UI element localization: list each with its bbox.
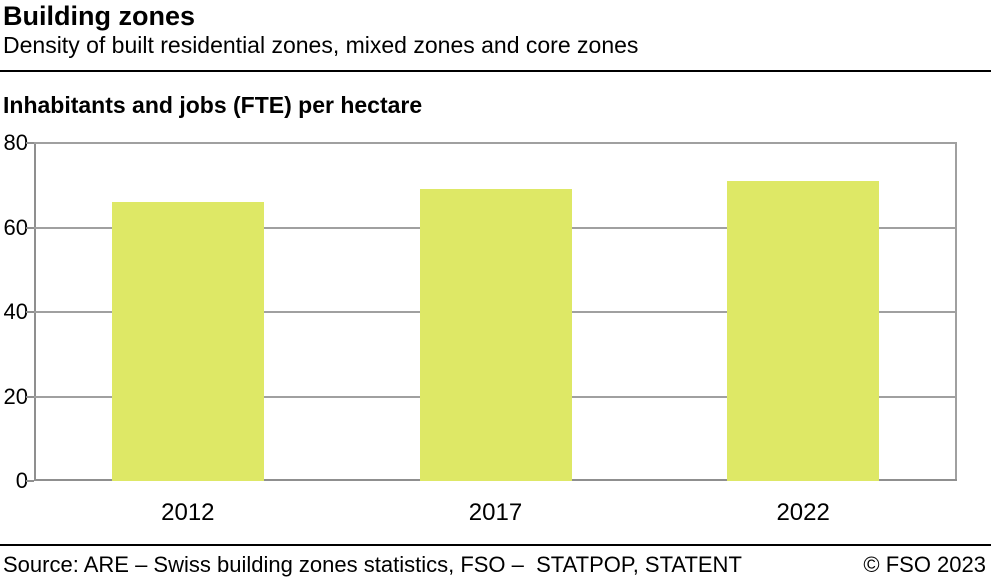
y-tick-0 <box>26 480 34 482</box>
y-tick-label-20: 20 <box>3 383 28 409</box>
page-title: Building zones <box>3 1 195 31</box>
x-tick-label-2012: 2012 <box>161 499 215 526</box>
y-axis-labels: 0 20 40 60 80 <box>0 132 28 492</box>
bar-2017 <box>419 189 572 481</box>
header-divider <box>0 70 991 72</box>
y-tick-60 <box>26 226 34 229</box>
y-tick-label-0: 0 <box>15 468 28 493</box>
chart-title: Inhabitants and jobs (FTE) per hectare <box>3 92 423 118</box>
y-tick-label-40: 40 <box>3 299 28 324</box>
y-tick-label-80: 80 <box>3 130 28 155</box>
bar-2022 <box>727 181 880 481</box>
plot-area <box>26 142 957 482</box>
gridline-y-80 <box>34 142 957 144</box>
y-tick-20 <box>26 395 34 398</box>
y-tick-40 <box>26 311 34 313</box>
bar-2012 <box>111 202 264 481</box>
x-axis-labels: 2012 2017 2022 <box>34 500 957 530</box>
y-tick-label-60: 60 <box>3 214 28 240</box>
footer-divider <box>0 544 991 546</box>
page-subtitle: Density of built residential zones, mixe… <box>3 32 639 58</box>
x-tick-label-2017: 2017 <box>468 499 523 526</box>
source-text: Source: ARE – Swiss building zones stati… <box>3 552 742 577</box>
copyright-text: © FSO 2023 <box>863 552 986 577</box>
x-tick-label-2022: 2022 <box>776 499 830 526</box>
y-tick-80 <box>26 142 34 144</box>
